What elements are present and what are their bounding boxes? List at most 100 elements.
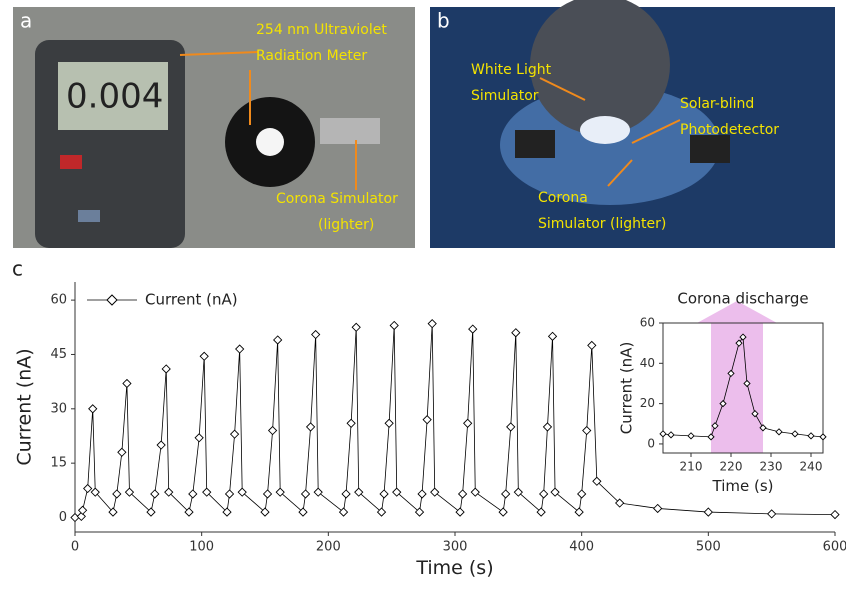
data-point: [237, 487, 247, 497]
x-tick-label: 500: [696, 540, 721, 555]
y-tick-label: 60: [640, 316, 655, 330]
data-point: [351, 322, 361, 332]
data-point: [542, 422, 553, 432]
x-tick-label: 220: [720, 460, 743, 474]
data-point: [463, 418, 473, 428]
series-line: [74, 323, 836, 518]
data-point: [222, 507, 232, 517]
data-point: [775, 428, 783, 436]
annotation: Corona Simulator: [276, 191, 398, 207]
data-point: [379, 489, 389, 499]
series-line: [662, 335, 824, 438]
data-point: [88, 404, 98, 414]
button: [78, 210, 100, 222]
data-point: [354, 487, 364, 497]
y-axis-title: Current (nA): [14, 348, 36, 465]
y-tick-label: 20: [640, 396, 655, 410]
data-point: [338, 507, 349, 517]
data-point: [305, 422, 316, 432]
panel-label: a: [20, 9, 32, 33]
data-point: [830, 509, 840, 520]
x-tick-label: 200: [316, 540, 341, 555]
data-point: [146, 507, 156, 517]
data-point: [653, 503, 663, 514]
data-point: [76, 511, 86, 522]
data-point: [577, 489, 587, 499]
panel-label: b: [437, 9, 450, 33]
y-axis-title: Current (nA): [618, 342, 636, 435]
data-point: [164, 487, 174, 497]
data-point: [112, 489, 122, 499]
data-point: [83, 483, 93, 494]
data-point: [511, 328, 521, 338]
data-point: [417, 489, 427, 499]
data-point: [498, 507, 508, 517]
data-point: [313, 487, 323, 497]
data-point: [759, 424, 767, 432]
data-point: [161, 364, 171, 374]
plot-frame: [662, 322, 824, 454]
light-spot: [580, 116, 630, 144]
data-point: [117, 447, 127, 457]
meter-screen: [58, 62, 168, 130]
data-point: [711, 422, 719, 430]
sensor-window: [256, 128, 284, 156]
photo-b: b White Light Simulator Solar-blind Phot…: [430, 0, 835, 248]
legend-label: Current (nA): [145, 291, 238, 309]
data-point: [188, 489, 198, 499]
data-point: [719, 399, 727, 408]
data-point: [430, 487, 440, 497]
data-point: [422, 415, 432, 425]
data-point: [262, 489, 273, 499]
highlight-arrow: [697, 301, 777, 323]
x-tick-label: 240: [800, 460, 823, 474]
data-point: [667, 431, 675, 439]
data-point: [235, 344, 245, 354]
annotation: Corona: [538, 190, 588, 206]
data-point: [513, 487, 523, 497]
data-point: [536, 507, 546, 517]
data-point: [389, 320, 399, 331]
data-point: [615, 498, 625, 508]
data-point: [275, 487, 285, 497]
simulator: [530, 0, 670, 135]
y-tick-label: 0: [647, 436, 655, 450]
data-point: [202, 487, 212, 497]
data-point: [199, 351, 209, 361]
y-tick-label: 30: [50, 401, 67, 416]
lighter: [320, 118, 380, 144]
legend-marker: [106, 294, 118, 306]
x-tick-label: 400: [569, 540, 594, 555]
pointer: [539, 77, 586, 101]
data-point: [384, 418, 394, 428]
annotation: Simulator (lighter): [538, 216, 666, 232]
data-point: [260, 507, 270, 517]
data-point: [582, 425, 592, 436]
data-point: [659, 430, 667, 438]
annotation: White Light: [471, 62, 552, 78]
x-axis-title: Time (s): [415, 557, 493, 579]
data-point: [392, 487, 402, 497]
annotation: Solar-blind: [680, 96, 754, 112]
data-point: [427, 319, 437, 329]
data-point: [455, 507, 465, 517]
data-point: [807, 432, 815, 440]
data-point: [550, 487, 560, 497]
data-point: [703, 507, 713, 517]
data-point: [687, 432, 695, 440]
mount: [690, 135, 730, 163]
data-point: [376, 507, 387, 517]
data-point: [539, 489, 549, 499]
y-tick-label: 60: [50, 293, 67, 308]
annotation: Simulator: [471, 88, 539, 104]
button: [60, 155, 82, 169]
data-point: [819, 433, 827, 441]
annotation: 254 nm Ultraviolet: [256, 22, 387, 38]
data-point: [298, 507, 308, 517]
data-point: [224, 489, 235, 499]
x-tick-label: 100: [189, 540, 214, 555]
data-point: [743, 379, 751, 388]
photo-a: 0.004 a 254 nm Ultraviolet Radiation Met…: [13, 7, 415, 248]
y-tick-label: 0: [59, 510, 67, 525]
data-point: [77, 505, 88, 515]
